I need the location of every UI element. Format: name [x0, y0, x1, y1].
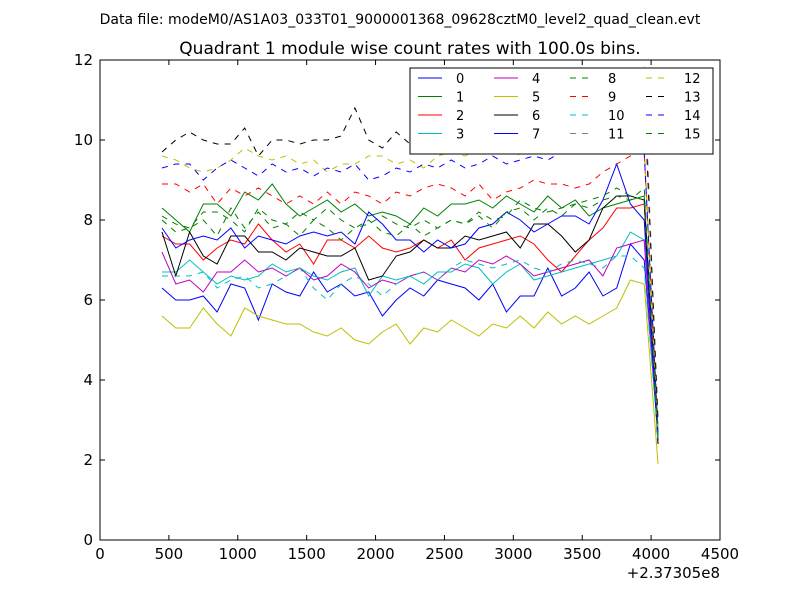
- series-line-5: [161, 279, 659, 465]
- x-tick-label: 4500: [701, 545, 739, 563]
- legend-label-15: 15: [684, 128, 701, 143]
- legend-label-6: 6: [532, 109, 540, 124]
- y-tick-label: 6: [83, 291, 93, 309]
- x-tick-label: 1000: [219, 545, 257, 563]
- legend-label-14: 14: [684, 109, 701, 124]
- legend-label-1: 1: [456, 91, 464, 106]
- x-tick-label: 2500: [425, 545, 463, 563]
- series-line-9: [162, 151, 659, 429]
- legend-label-5: 5: [532, 91, 540, 106]
- x-tick-label: 4000: [632, 545, 670, 563]
- x-offset-label: +2.37305e8: [627, 564, 720, 582]
- legend-label-7: 7: [532, 128, 540, 143]
- legend-label-2: 2: [456, 109, 464, 124]
- y-tick-label: 2: [83, 451, 93, 469]
- x-tick-label: 3000: [494, 545, 532, 563]
- series-line-12: [161, 135, 659, 429]
- series-line-0: [161, 242, 659, 437]
- legend-frame: [409, 67, 714, 155]
- y-tick-label: 10: [74, 131, 93, 149]
- series-line-6: [161, 195, 659, 445]
- figure-suptitle: Data file: modeM0/AS1A03_033T01_90000013…: [100, 12, 701, 28]
- y-tick-label: 0: [83, 531, 93, 549]
- y-tick-label: 4: [83, 371, 93, 389]
- chart-title: Quadrant 1 module wise count rates with …: [179, 39, 640, 59]
- series-line-7: [161, 162, 659, 441]
- legend-label-11: 11: [608, 128, 625, 143]
- series-line-2: [161, 203, 659, 445]
- x-tick-label: 500: [155, 545, 184, 563]
- x-tick-label: 1500: [288, 545, 326, 563]
- legend-label-10: 10: [608, 109, 625, 124]
- legend-label-3: 3: [456, 128, 464, 143]
- legend-label-8: 8: [608, 72, 616, 87]
- x-tick-label: 2000: [356, 545, 394, 563]
- series-line-15: [161, 186, 659, 437]
- y-tick-label: 8: [83, 211, 93, 229]
- x-tick-label: 0: [95, 545, 105, 563]
- legend-label-9: 9: [608, 91, 616, 106]
- legend-label-0: 0: [456, 72, 464, 87]
- y-tick-label: 12: [74, 51, 93, 69]
- legend-label-13: 13: [684, 91, 701, 106]
- series-line-10: [162, 255, 659, 441]
- legend-label-4: 4: [532, 72, 540, 87]
- x-tick-label: 3500: [563, 545, 601, 563]
- ticks-layer: 0 500 1000 1500 2000 2500 3000 3500 4000 4500 0 2 4 6…: [74, 51, 739, 563]
- legend-label-12: 12: [684, 72, 701, 87]
